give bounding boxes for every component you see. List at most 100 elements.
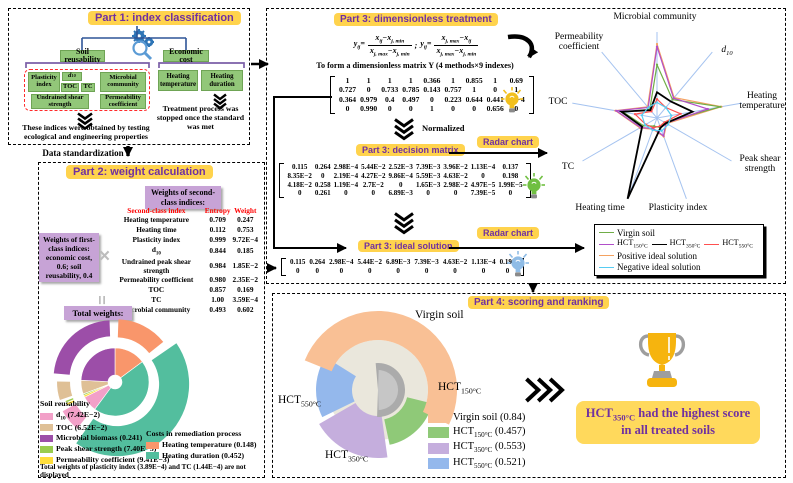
legend-swatch: [40, 456, 53, 464]
table-cell: 2.35E−2: [232, 275, 258, 285]
table-cell: Heating temperature: [123, 215, 190, 225]
legend-item: TOC (6.52E−2): [40, 423, 170, 434]
table-row: Plasticity index 0.999 9.72E−4: [109, 235, 259, 245]
column-header: Second-class index: [127, 205, 186, 215]
radar-marker: [655, 42, 659, 46]
matrix-cell: 0: [424, 266, 429, 275]
bulb-icon: [522, 172, 546, 202]
rose-segment-virgin: [304, 310, 458, 425]
matrix-row: 0 0.990 0 0 1 0 0 0.656 0: [337, 104, 527, 113]
matrix-cell: 0: [472, 104, 476, 114]
legend-item: HCT350°C (0.553): [428, 440, 526, 456]
ideal-solution-matrix: 0.115 0.264 2.98E−4 5.44E−2 6.89E−3 7.39E−3 4.…: [281, 258, 525, 276]
matrix-cell: 0.264: [314, 163, 331, 171]
matrix-cell: 0.258: [314, 180, 331, 189]
table-row: Heating temperature 0.709 0.247: [109, 215, 259, 226]
radar-axis-label: TOC: [548, 97, 568, 107]
matrix-cell: 0: [453, 266, 457, 275]
rose-label: Virgin soil: [415, 309, 464, 321]
part3-decision-title: Part 3: decision matrix: [356, 144, 465, 156]
matrix-cell: 5.44E−2: [361, 163, 386, 171]
matrix-cell: 0.198: [499, 258, 516, 266]
matrix-cell: 1.99E−5: [498, 180, 523, 189]
matrix-row: 0 0 0 0 0 0 0 0 0: [288, 267, 517, 276]
radar-marker: [679, 112, 682, 115]
donut-outer-segment: [76, 343, 190, 457]
matrix-cell: 1: [472, 85, 476, 95]
matrix-cell: 0: [368, 266, 372, 275]
radar-marker: [660, 129, 663, 132]
matrix-cell: 2.19E−4: [333, 171, 359, 180]
table-cell: 1.85E−2: [232, 261, 258, 271]
matrix-cell: 0.4: [384, 94, 395, 104]
radar-marker: [655, 101, 659, 104]
matrix-cell: 0: [345, 104, 350, 114]
matrix-cell: 2.98E−4: [329, 258, 354, 266]
matrix-row: 1 1 1 1 0.366 1 0.855 1 0.69: [337, 76, 527, 85]
decision-matrix: 0.115 0.264 2.98E−4 5.44E−2 2.52E−3 7.39E−3 3.…: [279, 163, 532, 198]
table-cell: 0.999: [209, 234, 226, 244]
chevron-down-icon: [212, 93, 228, 113]
donut-legend-soil: Soil reusability d10 (7.42E−2) TOC (6.52E…: [40, 399, 170, 466]
legend-item: Heating duration (0.452): [146, 451, 264, 462]
gear-magnifier-icon: [124, 27, 160, 61]
legend-group-title: Soil reusability: [40, 399, 90, 408]
table-cell: 9.72E−4: [232, 234, 258, 244]
index-permeability: Permeability coefficient: [100, 94, 146, 109]
rose-segment-hct150: [384, 397, 433, 445]
matrix-cell: 0.733: [381, 85, 399, 95]
matrix-cell: 2.7E−2: [362, 180, 384, 189]
matrix-cell: 0: [408, 104, 413, 114]
matrix-cell: 0.855: [465, 76, 483, 85]
matrix-cell: 1: [345, 76, 350, 85]
chevron-right-icon: [525, 377, 577, 403]
matrix-cell: 0: [321, 171, 325, 180]
radar-marker: [644, 123, 647, 126]
matrix-row: 0.115 0.264 2.98E−4 5.44E−2 2.52E−3 7.39E−3 3.…: [286, 163, 524, 172]
branch-economic-cost: Economic cost: [163, 47, 209, 64]
chevron-down-icon: [393, 118, 415, 146]
matrix-cell: 4.63E−2: [443, 171, 468, 180]
matrix-cell: 1.13E−4: [471, 258, 496, 266]
table-cell: 0.169: [237, 285, 254, 295]
legend-label: HCT550°C: [722, 238, 753, 251]
radar-axis-label: Microbial community: [613, 12, 697, 22]
rose-label: HCT150°C: [438, 381, 482, 396]
radar-marker: [655, 45, 659, 48]
matrix-cell: 2.52E−3: [388, 163, 413, 171]
radar-axis-label: Heating temperature: [739, 91, 785, 111]
matrix-cell: 0: [295, 266, 300, 275]
trophy-icon: [633, 331, 691, 395]
table-cell: 0.984: [209, 261, 226, 271]
matrix-cell: 1.19E−4: [333, 180, 359, 189]
matrix-cell: 1.65E−3: [415, 180, 441, 189]
radar-marker: [706, 107, 709, 111]
part3-box: [266, 8, 786, 284]
bulb-icon: [506, 250, 530, 280]
weights-table: Second-class index Entropy Weight Heating t…: [109, 206, 259, 315]
donut-legend-costs: Costs in remediation process Heating tem…: [146, 429, 264, 461]
conclusion-banner: HCT350°C had the highest score in all tr…: [576, 401, 760, 444]
table-header-row: Second-class index Entropy Weight: [109, 206, 259, 216]
table-cell: 0.709: [209, 215, 226, 225]
dimensionless-formula: yij= xij−xj, min xj, max−xj, min ; yij= …: [296, 33, 536, 57]
donut-outer-segment: [117, 319, 164, 354]
matrix-cell: 2.98E−2: [443, 180, 468, 189]
matrix-cell: 0.137: [502, 163, 519, 171]
matrix-cell: 0: [451, 104, 455, 114]
radar-marker: [647, 106, 650, 109]
total-weights-label: Total weights:: [64, 306, 132, 321]
data-standardization-label: Data standardization: [42, 148, 124, 158]
legend-line-mark: [651, 243, 667, 245]
legend-label: HCT150°C: [617, 238, 648, 251]
index-heating-duration: Heating duration: [201, 70, 243, 91]
matrix-cell: 0.115: [290, 258, 306, 266]
table-cell: 0.112: [209, 225, 226, 234]
matrix-cell: 0: [508, 189, 513, 198]
radar-axis-label: d10: [721, 45, 733, 57]
total-weights-donut-chart: [53, 319, 190, 457]
matrix-cell: 4.97E−5: [470, 180, 496, 189]
radar-marker: [672, 97, 675, 100]
radar-marker: [651, 129, 654, 132]
